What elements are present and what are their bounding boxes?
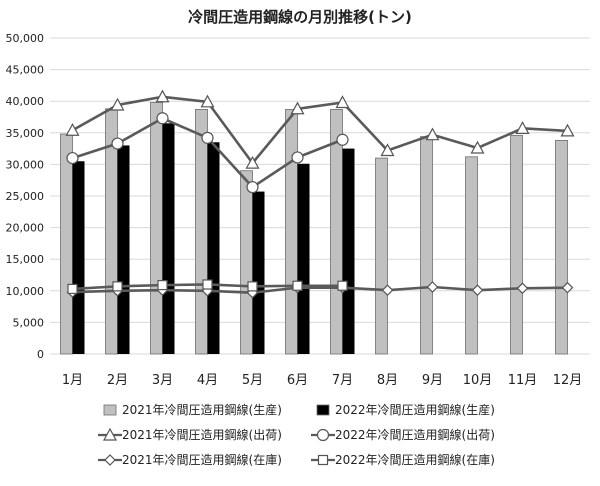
line-2021-shipment-point <box>380 143 395 157</box>
line-2021-shipment-point <box>200 94 215 108</box>
line-2021-inventory-point <box>471 284 484 297</box>
legend-label: 2022年冷間圧造用鋼線(在庫) <box>335 452 495 467</box>
bar-2022-production <box>117 145 130 354</box>
line-2021-shipment-point <box>290 101 305 115</box>
x-tick-label: 6月 <box>287 373 308 388</box>
line-2022-inventory-point <box>337 280 348 291</box>
line-2022-shipment-point <box>201 131 214 144</box>
bar-2021-production <box>330 109 343 355</box>
legend-marker <box>316 428 330 442</box>
legend-label: 2021年冷間圧造用鋼線(在庫) <box>122 452 282 467</box>
line-2022-inventory-point <box>292 280 303 291</box>
legend-label: 2022年冷間圧造用鋼線(生産) <box>335 402 495 417</box>
line-2021-inventory-point <box>426 281 439 293</box>
line-2022-inventory-point <box>247 281 258 292</box>
bar-2021-production <box>375 157 388 355</box>
line-2022-inventory-point <box>157 280 168 291</box>
y-tick-label: 40,000 <box>6 95 45 108</box>
y-tick-label: 10,000 <box>6 285 45 298</box>
line-2021-inventory <box>72 285 568 294</box>
y-tick-label: 50,000 <box>6 32 45 45</box>
bar-2022-production <box>297 163 310 354</box>
bar-2021-production <box>240 170 253 355</box>
x-tick-label: 2月 <box>107 373 128 388</box>
y-tick-label: 30,000 <box>6 158 45 171</box>
x-tick-label: 9月 <box>422 373 443 388</box>
y-axis-ticks: 0 5,000 10,000 15,000 20,000 25,000 30,000 35,0… <box>6 32 45 361</box>
bar-2021-production <box>555 139 568 355</box>
legend-marker <box>317 454 329 466</box>
x-tick-label: 3月 <box>152 373 173 388</box>
line-2022-shipment-point <box>246 181 259 194</box>
y-tick-label: 35,000 <box>6 127 45 140</box>
legend-swatch <box>316 404 330 416</box>
line-2022-shipment-point <box>291 151 304 164</box>
line-2021-shipment <box>71 95 568 166</box>
y-tick-label: 20,000 <box>6 222 45 235</box>
line-2022-shipment-point <box>111 137 124 150</box>
x-tick-label: 10月 <box>463 373 493 388</box>
line-2022-inventory-point <box>67 283 78 295</box>
bar-2021-production <box>510 134 523 355</box>
line-2021-inventory-point <box>516 282 529 295</box>
bars <box>60 102 568 355</box>
line-2021-inventory-point <box>381 284 394 297</box>
legend-marker <box>102 427 118 441</box>
bar-2022-production <box>252 191 265 354</box>
x-axis-ticks: 1月 2月 3月 4月 5月 6月 7月 8月 9月 10月 11月 12月 <box>62 373 582 388</box>
line-2021-shipment-point <box>110 97 125 111</box>
legend: 2021年冷間圧造用鋼線(生産) 2022年冷間圧造用鋼線(生産) 2021年冷間圧… <box>98 402 495 467</box>
line-2022-shipment-point <box>336 133 349 146</box>
legend-label: 2021年冷間圧造用鋼線(出荷) <box>122 427 282 442</box>
bar-2022-production <box>342 148 355 354</box>
line-2021-shipment-point <box>515 121 530 134</box>
line-2021-shipment-point <box>425 127 440 141</box>
bar-2021-production <box>150 102 163 355</box>
line-2021-shipment-point <box>560 123 575 137</box>
legend-marker <box>104 454 116 466</box>
line-2022-shipment-point <box>66 151 79 165</box>
bar-2022-production <box>72 161 85 354</box>
x-tick-label: 11月 <box>508 373 538 388</box>
line-2021-inventory-point <box>561 281 574 294</box>
line-2021-shipment-point <box>470 140 485 154</box>
y-tick-label: 15,000 <box>6 253 45 266</box>
y-tick-label: 0 <box>37 348 44 361</box>
x-tick-label: 4月 <box>197 373 218 388</box>
x-tick-label: 8月 <box>377 373 398 388</box>
x-tick-label: 12月 <box>553 373 583 388</box>
legend-label: 2021年冷間圧造用鋼線(生産) <box>122 402 282 417</box>
y-tick-label: 45,000 <box>6 64 45 77</box>
y-tick-label: 25,000 <box>6 190 45 203</box>
x-tick-label: 5月 <box>242 373 263 388</box>
bar-2021-production <box>465 156 478 355</box>
line-2021-shipment-point <box>155 89 170 103</box>
chart-title: 冷間圧造用鋼線の月別推移(トン) <box>188 8 412 26</box>
x-tick-label: 1月 <box>62 373 83 388</box>
line-2021-shipment-point <box>65 123 80 136</box>
x-tick-label: 7月 <box>332 373 353 388</box>
line-2021-shipment-point <box>245 155 260 169</box>
y-tick-label: 5,000 <box>13 316 45 329</box>
bar-2022-production <box>162 123 175 354</box>
bar-2021-production <box>60 133 73 355</box>
bar-2021-production <box>195 109 208 355</box>
gridlines <box>50 37 590 355</box>
lines <box>65 89 575 299</box>
bar-2021-production <box>285 109 298 355</box>
bar-2022-production <box>207 142 220 354</box>
legend-label: 2022年冷間圧造用鋼線(出荷) <box>335 427 495 442</box>
line-2022-shipment-point <box>156 112 169 125</box>
line-2022-inventory-point <box>112 281 123 292</box>
line-2022-inventory-point <box>202 279 213 290</box>
legend-swatch <box>103 404 117 416</box>
bar-2021-production <box>420 136 433 355</box>
line-2021-shipment-point <box>335 95 350 109</box>
